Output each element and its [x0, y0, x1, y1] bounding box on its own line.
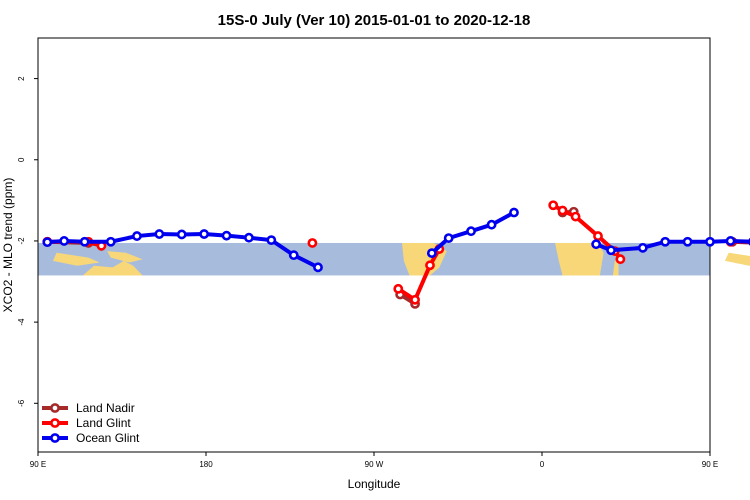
y-axis: 2 0 -2 -4 -6: [17, 76, 38, 407]
land-glint-point: [548, 200, 559, 211]
ocean-glint-point: [199, 229, 210, 239]
ocean-glint-point: [154, 229, 165, 239]
legend-label-land-glint: Land Glint: [76, 416, 131, 430]
y-axis-label: XCO2 - MLO trend (ppm): [1, 178, 15, 313]
ocean-glint-point: [466, 226, 476, 237]
land-glint-point: [393, 283, 404, 294]
y-tick-label: 0: [17, 157, 26, 162]
ocean-glint-point: [509, 207, 519, 218]
legend-marker-ocean-glint: [50, 433, 60, 443]
land-glint-point: [410, 294, 420, 305]
legend-label-ocean-glint: Ocean Glint: [76, 431, 140, 445]
ocean-glint-point: [486, 219, 497, 230]
x-tick-label: 180: [199, 460, 213, 469]
land-glint-point: [593, 231, 603, 241]
ocean-glint-point: [59, 236, 70, 246]
chart-title: 15S-0 July (Ver 10) 2015-01-01 to 2020-1…: [218, 12, 531, 29]
ocean-glint-point: [132, 231, 142, 241]
x-axis: 90 E 180 90 W 0 90 E: [30, 452, 718, 469]
land-australia-0: [82, 260, 143, 276]
series-layer: [42, 200, 750, 309]
y-tick-label: -2: [17, 237, 26, 245]
ocean-glint-point: [606, 245, 616, 256]
y-tick-label: -4: [17, 318, 26, 326]
ocean-glint-point: [221, 230, 232, 241]
land-glint-point: [425, 260, 435, 271]
ocean-glint-point: [705, 236, 715, 247]
land-indonesia-1: [724, 252, 750, 266]
x-tick-label: 90 E: [702, 460, 718, 469]
land-new-guinea-0: [107, 251, 143, 263]
ocean-glint-point: [266, 235, 277, 246]
land-glint-point: [307, 238, 318, 248]
ocean-glint-point: [682, 236, 693, 247]
land-glint-line: [397, 248, 442, 302]
ocean-glint-point: [591, 239, 602, 250]
ocean-glint-point: [105, 236, 116, 247]
ocean-glint-point: [426, 248, 437, 259]
ocean-glint-point: [725, 236, 736, 246]
ocean-glint-point: [660, 236, 671, 247]
legend-marker-land-glint: [50, 418, 60, 428]
ocean-glint-point: [313, 262, 323, 273]
y-tick-label: 2: [17, 76, 26, 81]
legend-label-land-nadir: Land Nadir: [76, 401, 135, 415]
land-glint-point: [615, 254, 626, 265]
x-axis-label: Longitude: [348, 477, 401, 491]
land-indonesia-0: [52, 252, 100, 266]
land-madagascar: [612, 259, 619, 276]
y-tick-label: -6: [17, 399, 26, 407]
land-glint-point: [570, 211, 581, 222]
ocean-glint-point: [288, 250, 299, 261]
ocean-glint-point: [443, 233, 454, 243]
ocean-glint-point: [42, 237, 53, 248]
ocean-glint-point: [637, 242, 648, 253]
land-africa: [555, 242, 604, 276]
x-tick-label: 90 W: [365, 460, 384, 469]
legend-marker-land-nadir: [50, 403, 60, 413]
land-glint-point: [557, 205, 568, 216]
ocean-glint-point: [79, 236, 90, 247]
x-tick-label: 0: [540, 460, 545, 469]
x-tick-label: 90 E: [30, 460, 46, 469]
ocean-glint-point: [244, 232, 254, 243]
ocean-glint-point: [176, 229, 187, 240]
